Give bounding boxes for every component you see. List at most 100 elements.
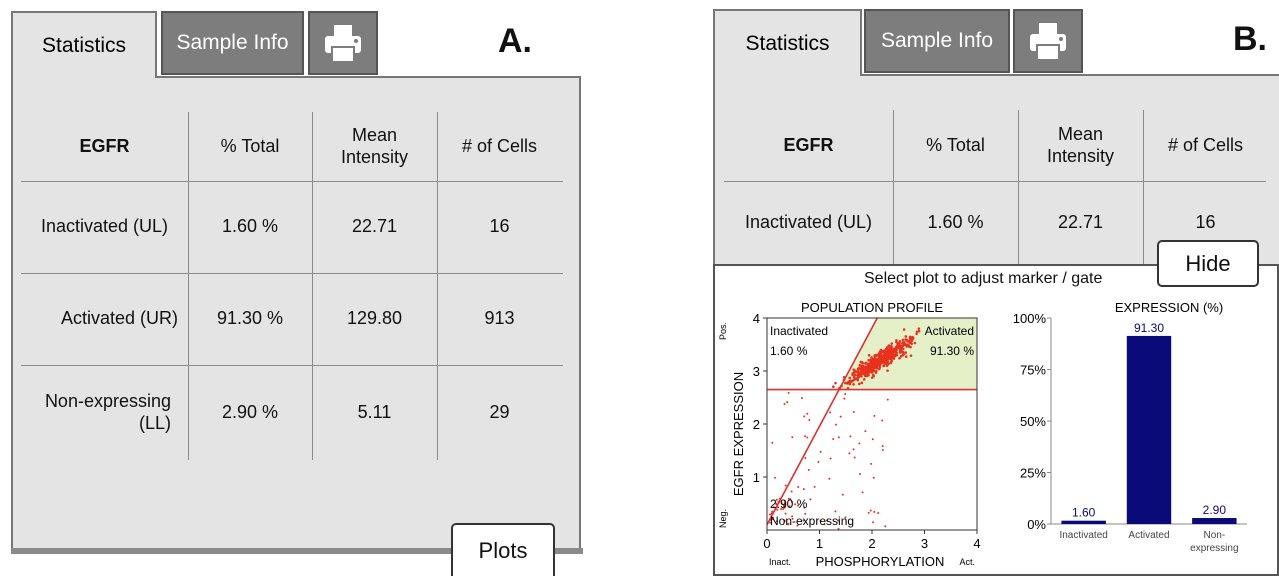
row-label: Activated (UR) [60,308,178,329]
scatter-point [859,473,862,476]
scatter-point [854,370,858,374]
x-tick-label: 4 [973,536,980,551]
tab-sample-info-b[interactable]: Sample Info [864,9,1010,73]
row-percent: 2.90 % [221,401,279,422]
scatter-point [837,436,840,439]
scatter-point [819,450,822,453]
scatter-point [783,402,786,405]
scatter-point [859,367,863,371]
scatter-point [796,524,799,527]
scatter-point [887,351,891,355]
scatter-point [915,330,919,334]
x-category-label: Inactivated [1059,530,1107,541]
expression-bar-chart[interactable]: EXPRESSION (%) 0% 25% 50% 75% 100% 1.60 Inactiv… [995,290,1275,576]
scatter-point [917,329,921,333]
scatter-point [905,343,908,347]
scatter-point [895,345,899,348]
scatter-point [898,341,901,344]
scatter-point [794,503,797,506]
scatter-point [782,508,785,511]
scatter-point [867,359,870,362]
scatter-point [897,346,900,350]
scatter-point [804,457,807,460]
scatter-point [839,415,842,418]
scatter-point [878,350,882,354]
scatter-point [867,511,870,514]
print-button-b[interactable] [1013,9,1083,73]
print-button-a[interactable] [308,11,378,75]
scatter-point [858,442,861,445]
row-intensity: 22.71 [351,216,398,237]
scatter-point [892,349,895,352]
scatter-point [892,353,895,356]
scatter-point [881,449,884,452]
row-label: Inactivated (UL) [40,216,169,237]
tab-statistics-a[interactable]: Statistics [11,11,157,78]
y-tick-label: 100% [1013,311,1047,326]
scatter-point [787,523,790,526]
scatter-point [901,342,904,345]
scatter-point [884,525,887,528]
scatter-point [791,517,794,520]
scatter-point [774,476,777,479]
scatter-point [787,497,790,500]
row-intensity: 5.11 [357,401,392,422]
scatter-point [910,342,913,345]
scatter-point [915,332,918,336]
x-axis-label: PHOSPHORYLATION [816,554,945,569]
hide-button[interactable]: Hide [1157,240,1259,287]
scatter-point [877,512,880,515]
x-tick-label: 0 [763,536,770,551]
scatter-point [901,353,905,357]
scatter-point [783,500,786,503]
y-tick-label: 0% [1027,517,1046,532]
row-percent: 91.30 % [216,308,284,329]
scatter-point [894,349,897,352]
scatter-point [900,345,903,348]
scatter-point [909,345,912,349]
plots-button[interactable]: Plots [451,523,555,576]
scatter-point [886,398,889,401]
row-intensity: 22.71 [1057,212,1104,233]
statistics-panel-a [11,76,581,550]
diagonal-gate-line [766,317,878,526]
scatter-point [797,486,800,489]
scatter-point [852,383,855,386]
scatter-point [783,520,786,523]
scatter-point [846,382,849,385]
row-percent: 1.60 % [221,216,279,237]
quadrant-lower-left-label: Non-expressing [770,514,854,528]
scatter-point [867,373,870,377]
scatter-point [856,376,860,380]
quadrant-upper-left-label: Inactivated [770,324,828,338]
header-percent-total: % Total [926,134,985,155]
scatter-point [887,344,891,347]
tab-statistics-b[interactable]: Statistics [713,9,862,76]
y-axis-start-label: Neg. [718,509,728,528]
scatter-point [881,419,884,422]
scatter-point [864,365,867,368]
bar-value-label: 91.30 [1134,321,1164,335]
x-tick-label: 3 [921,536,928,551]
scatter-point [804,435,807,438]
header-egfr: EGFR [79,135,130,156]
scatter-point [802,488,805,491]
scatter-point [874,357,877,361]
scatter-point [868,369,872,373]
scatter-point [790,500,793,503]
scatter-point [789,498,792,501]
scatter-point [853,456,856,459]
tab-sample-info-a[interactable]: Sample Info [161,11,304,75]
y-tick-label: 3 [753,364,760,379]
scatter-point [876,362,880,366]
population-profile-plot[interactable]: POPULATION PROFILE 0 1 2 3 4 1 2 3 4 Inact. PHOSPHO… [713,290,993,576]
scatter-point [895,340,898,344]
scatter-point [844,392,847,395]
scatter-point [898,356,901,360]
scatter-point [849,435,852,438]
x-category-label: Non- [1203,530,1225,541]
scatter-point [834,510,837,513]
row-cells: 16 [489,216,510,237]
scatter-point [776,508,779,511]
scatter-point [858,374,862,377]
